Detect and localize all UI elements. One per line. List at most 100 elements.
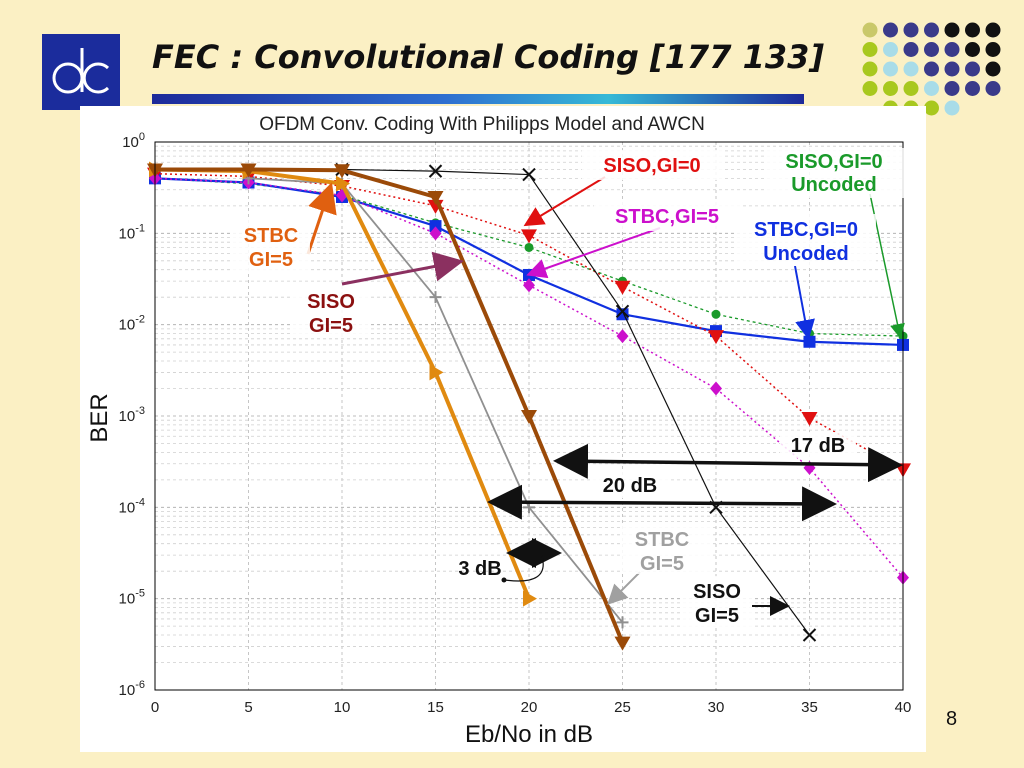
series-stbc-gi5-orange-point <box>523 590 537 607</box>
decorative-dots <box>858 20 1018 120</box>
decor-dot <box>862 61 878 77</box>
y-tick-label: 10-6 <box>119 679 145 699</box>
label-bg <box>680 576 752 628</box>
decor-dot <box>985 100 1001 116</box>
x-tick-label: 35 <box>801 699 818 716</box>
decor-dot <box>965 22 980 38</box>
x-tick-label: 40 <box>895 699 912 716</box>
decor-dot <box>924 61 939 77</box>
series-stbc-gi5-gray-point <box>616 616 629 629</box>
annotation-arrows <box>306 176 905 616</box>
decor-dot <box>862 22 878 38</box>
stbc-gi0-uncoded-arrow <box>794 265 815 340</box>
label-bg <box>582 150 722 180</box>
x-tick-label: 20 <box>521 699 538 716</box>
gap-3-label: 3 dB <box>458 558 501 580</box>
stbc-gi5-gray-label-line2: GI=5 <box>640 553 684 575</box>
stbc-gi5-gray-arrow <box>607 571 641 605</box>
decor-dot <box>924 22 939 38</box>
siso-gi0-uncoded-label-line2: Uncoded <box>791 174 877 196</box>
series-siso-gi5-brown-point <box>240 163 257 178</box>
decor-dot <box>944 81 960 96</box>
slide-number: 8 <box>946 708 958 730</box>
decor-dot <box>944 61 960 77</box>
siso-gi0-label: SISO,GI=0 <box>603 155 700 177</box>
decor-dot <box>985 61 1001 77</box>
decor-dot <box>862 81 878 96</box>
series-siso-gi5-uncoded-black-point <box>615 304 630 319</box>
series-stbc-gi5-orange-point <box>429 364 444 381</box>
decor-dot <box>985 22 1001 38</box>
stbc-gi5-gray-label-line1: STBC <box>635 529 689 551</box>
gap-20-arrow <box>487 484 837 522</box>
series-siso-gi5-uncoded-black-line <box>341 168 810 636</box>
decor-dot <box>883 81 898 96</box>
series-stbc-gi5-point <box>616 329 629 344</box>
label-bg <box>736 214 876 266</box>
series-siso-gi0-point <box>708 330 724 345</box>
series-siso-gi5-brown-point <box>614 636 631 651</box>
decor-dot <box>944 22 960 38</box>
stbc-gi0-uncoded-label-line1: STBC,GI=0 <box>754 219 858 241</box>
series-stbc-gi5-point <box>523 278 535 293</box>
decor-dot <box>883 42 898 57</box>
decor-dot <box>965 81 980 96</box>
dc-logo <box>42 34 120 110</box>
gap-17-arrow <box>553 443 903 483</box>
label-bg <box>780 432 856 458</box>
series-stbc-gi5-point <box>429 226 442 241</box>
y-tick-label: 10-1 <box>119 222 145 242</box>
decor-dot <box>965 42 980 57</box>
label-bg <box>766 148 904 198</box>
gap-3-dot <box>501 577 507 583</box>
siso-gi5-brown-arrow <box>341 251 464 286</box>
series-siso-gi5-uncoded-black-point <box>428 164 443 178</box>
label-bg <box>620 524 712 574</box>
decor-dot <box>965 61 980 77</box>
series-siso-gi5-brown-point <box>427 190 444 205</box>
series-siso-gi5-uncoded-black-point <box>802 628 817 642</box>
series-siso-gi0-uncoded-point <box>524 242 534 252</box>
y-tick-label: 10-2 <box>119 314 145 334</box>
x-tick-label: 25 <box>614 699 631 716</box>
slide-title: FEC : Convolutional Coding [177 133] <box>152 38 825 76</box>
x-tick-label: 0 <box>151 699 159 716</box>
y-tick-label: 10-5 <box>119 588 145 608</box>
x-axis-label: Eb/No in dB <box>465 721 593 748</box>
decor-dot <box>944 42 960 57</box>
decor-dot <box>903 61 919 77</box>
plot-frame <box>154 141 904 691</box>
siso-gi0-uncoded-label-line1: SISO,GI=0 <box>785 151 882 173</box>
gap-17-label: 17 dB <box>791 435 845 457</box>
decor-dot <box>903 81 919 96</box>
siso-gi5-black-label-line1: SISO <box>693 581 741 603</box>
y-tick-label: 10-3 <box>119 405 145 425</box>
decor-dot <box>903 42 919 57</box>
siso-gi0-arrow <box>523 176 606 227</box>
decor-dot <box>985 81 1001 96</box>
chart-title: OFDM Conv. Coding With Philipps Model an… <box>259 114 705 135</box>
stbc-gi5-orange-label-line2: GI=5 <box>249 249 293 271</box>
siso-gi5-black-label-line2: GI=5 <box>695 605 739 627</box>
x-tick-label: 30 <box>708 699 725 716</box>
siso-gi5-brown-label-line2: GI=5 <box>309 315 353 337</box>
series-stbc-gi5-point <box>710 381 722 396</box>
decor-dot <box>985 42 1001 57</box>
decor-dot <box>924 100 939 116</box>
series-siso-gi5-uncoded-black-point <box>522 167 536 182</box>
stbc-gi5-orange-arrow <box>306 182 337 255</box>
series-stbc-gi0-uncoded-point <box>429 220 442 233</box>
stbc-gi5-magenta-arrow <box>526 227 661 279</box>
label-bg <box>292 286 370 338</box>
decor-dot <box>944 100 960 116</box>
y-tick-label: 10-4 <box>119 496 145 516</box>
series-siso-gi0-point <box>801 412 818 427</box>
annotation-labels: SISO,GI=0 STBC,GI=5 SISO,GI=0 Uncoded ST… <box>230 148 904 628</box>
chart-panel: OFDM Conv. Coding With Philipps Model an… <box>80 106 926 752</box>
gap-3-pointer <box>504 555 544 582</box>
stbc-gi5-magenta-label: STBC,GI=5 <box>615 206 719 228</box>
decor-dot <box>862 42 878 57</box>
x-tick-label: 10 <box>334 699 351 716</box>
label-bg <box>592 472 668 498</box>
series-stbc-gi5-gray-point <box>429 291 442 304</box>
